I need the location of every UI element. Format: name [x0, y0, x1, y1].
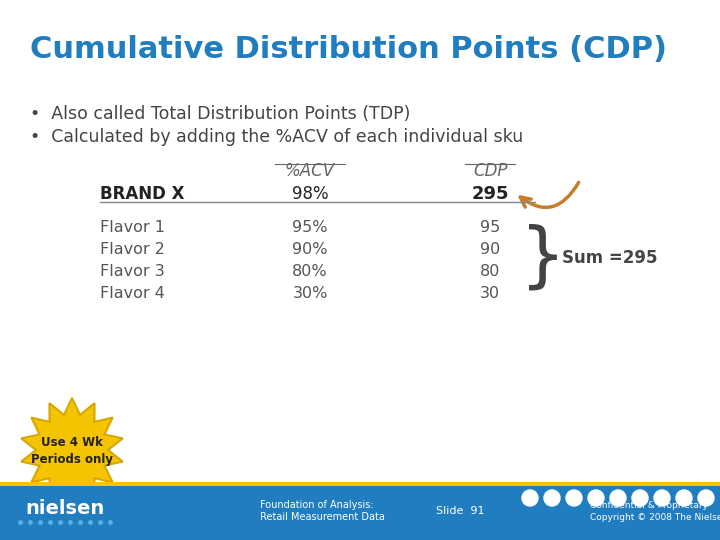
- Text: nielsen: nielsen: [25, 500, 104, 518]
- Text: Use 4 Wk: Use 4 Wk: [41, 435, 103, 449]
- Circle shape: [610, 490, 626, 506]
- Bar: [0, 482, 720, 486]
- Text: Periods only: Periods only: [31, 453, 113, 465]
- Text: 30: 30: [480, 286, 500, 301]
- Text: 95: 95: [480, 220, 500, 235]
- Text: BRAND X: BRAND X: [100, 185, 184, 203]
- Text: 95%: 95%: [292, 220, 328, 235]
- Text: 80%: 80%: [292, 264, 328, 279]
- Polygon shape: [22, 398, 122, 502]
- Text: 295: 295: [472, 185, 509, 203]
- Text: }: }: [520, 224, 566, 293]
- Circle shape: [566, 490, 582, 506]
- Text: •  Calculated by adding the %ACV of each individual sku: • Calculated by adding the %ACV of each …: [30, 128, 523, 146]
- Text: 80: 80: [480, 264, 500, 279]
- Text: Foundation of Analysis:: Foundation of Analysis:: [260, 500, 374, 510]
- Text: Confidential & Proprietary: Confidential & Proprietary: [590, 501, 708, 510]
- Circle shape: [588, 490, 604, 506]
- Text: Sum =295: Sum =295: [562, 249, 657, 267]
- Text: %ACV: %ACV: [285, 162, 335, 180]
- Text: Flavor 4: Flavor 4: [100, 286, 165, 301]
- Text: Retail Measurement Data: Retail Measurement Data: [260, 512, 385, 522]
- Circle shape: [632, 490, 648, 506]
- Text: Copyright © 2008 The Nielsen Company: Copyright © 2008 The Nielsen Company: [590, 512, 720, 522]
- Circle shape: [698, 490, 714, 506]
- FancyArrowPatch shape: [521, 183, 579, 207]
- Text: Cumulative Distribution Points (CDP): Cumulative Distribution Points (CDP): [30, 35, 667, 64]
- Text: 98%: 98%: [292, 185, 328, 203]
- Text: Flavor 2: Flavor 2: [100, 242, 165, 257]
- Text: Flavor 1: Flavor 1: [100, 220, 165, 235]
- Text: CDP: CDP: [473, 162, 507, 180]
- Circle shape: [522, 490, 538, 506]
- Bar: [0, 482, 720, 540]
- Circle shape: [654, 490, 670, 506]
- Text: Slide  91: Slide 91: [436, 506, 485, 516]
- Text: 90: 90: [480, 242, 500, 257]
- Text: •  Also called Total Distribution Points (TDP): • Also called Total Distribution Points …: [30, 105, 410, 123]
- Text: Flavor 3: Flavor 3: [100, 264, 165, 279]
- Circle shape: [544, 490, 560, 506]
- Text: 30%: 30%: [292, 286, 328, 301]
- Text: 90%: 90%: [292, 242, 328, 257]
- Circle shape: [676, 490, 692, 506]
